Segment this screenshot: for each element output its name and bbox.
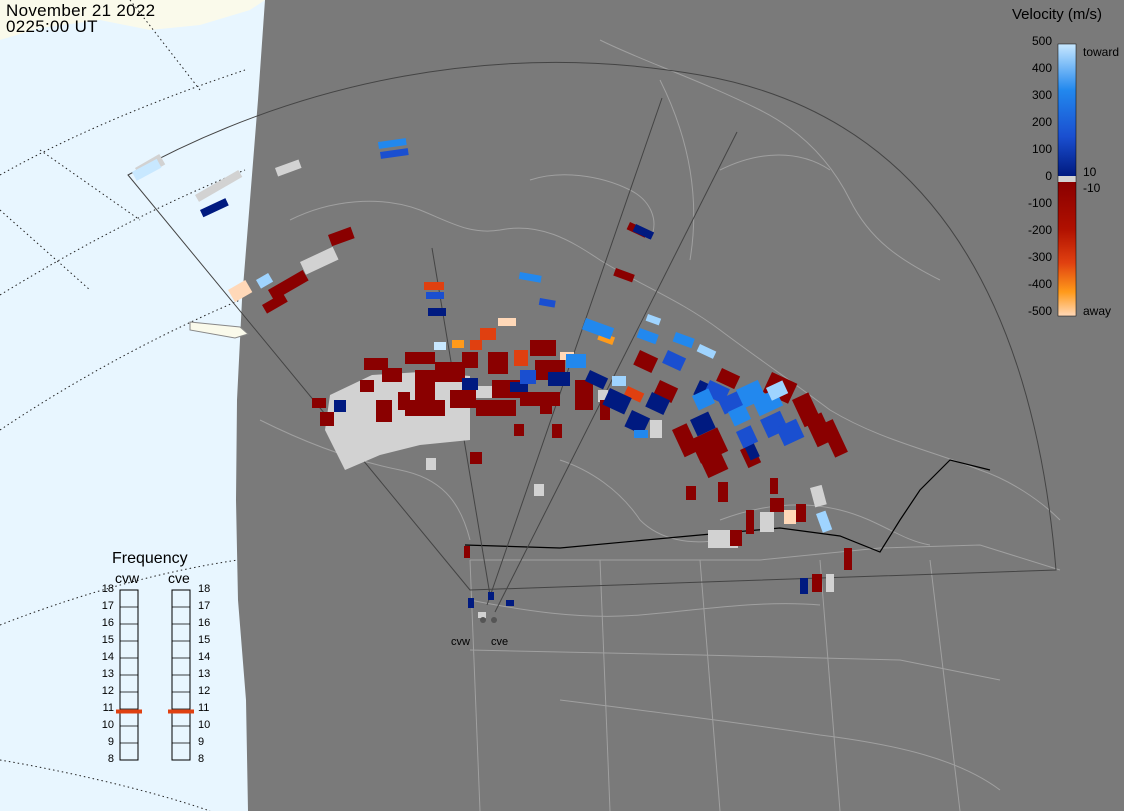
date-label: November 21 2022 [6, 1, 156, 20]
frequency-tick-right: 16 [198, 617, 211, 629]
frequency-tick-right: 12 [198, 685, 211, 697]
toward-scatter [132, 138, 833, 608]
velocity-tick-label: -100 [1027, 196, 1052, 210]
frequency-tick-right: 15 [198, 634, 211, 646]
island-outline [189, 321, 250, 339]
frequency-tick-left: 11 [102, 702, 114, 714]
night-region [236, 0, 1124, 811]
us-canada-border [464, 459, 991, 553]
frequency-tick-left: 12 [101, 685, 114, 697]
frequency-title: Frequency [112, 550, 188, 567]
frequency-tick-right: 10 [198, 719, 211, 731]
frequency-indicator-cve [168, 709, 194, 714]
velocity-tick-label: -200 [1027, 223, 1052, 237]
radar-fov-outlines [127, 61, 1057, 613]
frequency-tick-left: 10 [101, 719, 114, 731]
station-cvw-marker [480, 617, 486, 623]
frequency-bars [119, 589, 191, 761]
velocity-tick-label: 400 [1031, 61, 1052, 75]
day-land-area [0, 0, 265, 40]
velocity-tick-label: -400 [1027, 277, 1052, 291]
velocity-tick-label: 100 [1031, 142, 1052, 156]
frequency-tick-left: 14 [101, 651, 114, 663]
velocity-tick-label: 0 [1045, 169, 1052, 183]
velocity-tick-label: -10 [1083, 181, 1101, 195]
frequency-tick-left: 8 [107, 753, 114, 765]
frequency-tick-left: 15 [101, 634, 114, 646]
station-label-cve: cve [491, 636, 509, 648]
frequency-radar-label-cve: cve [168, 570, 190, 586]
frequency-tick-right: 11 [198, 702, 210, 714]
frequency-tick-left: 17 [101, 600, 114, 612]
velocity-scale-title: Velocity (m/s) [1012, 6, 1103, 23]
frequency-tick-right: 17 [198, 600, 211, 612]
frequency-tick-right: 14 [198, 651, 211, 663]
frequency-tick-right: 13 [198, 668, 211, 680]
coastlines [259, 39, 1061, 811]
frequency-tick-left: 16 [101, 617, 114, 629]
velocity-colorbar [1057, 43, 1077, 317]
velocity-tick-label: 300 [1031, 88, 1052, 102]
away-scatter [227, 222, 852, 592]
frequency-tick-right: 8 [198, 753, 205, 765]
frequency-tick-left: 13 [101, 668, 114, 680]
station-label-cvw: cvw [451, 636, 470, 648]
frequency-radar-label-cvw: cvw [115, 570, 140, 586]
frequency-tick-left: 9 [107, 736, 114, 748]
velocity-tick-label: -300 [1027, 250, 1052, 264]
frequency-tick-right: 18 [198, 583, 211, 595]
frequency-tick-right: 9 [198, 736, 205, 748]
velocity-tick-label: 500 [1031, 34, 1052, 48]
toward-label: toward [1083, 45, 1120, 59]
station-cve-marker [491, 617, 497, 623]
frequency-indicator-cvw [116, 709, 142, 714]
time-label: 0225:00 UT [6, 17, 98, 36]
velocity-tick-label: 200 [1031, 115, 1052, 129]
frequency-tick-left: 18 [101, 583, 114, 595]
velocity-tick-label: 10 [1083, 165, 1097, 179]
graticule [0, 0, 246, 811]
away-label: away [1083, 304, 1112, 318]
velocity-tick-label: -500 [1027, 304, 1052, 318]
